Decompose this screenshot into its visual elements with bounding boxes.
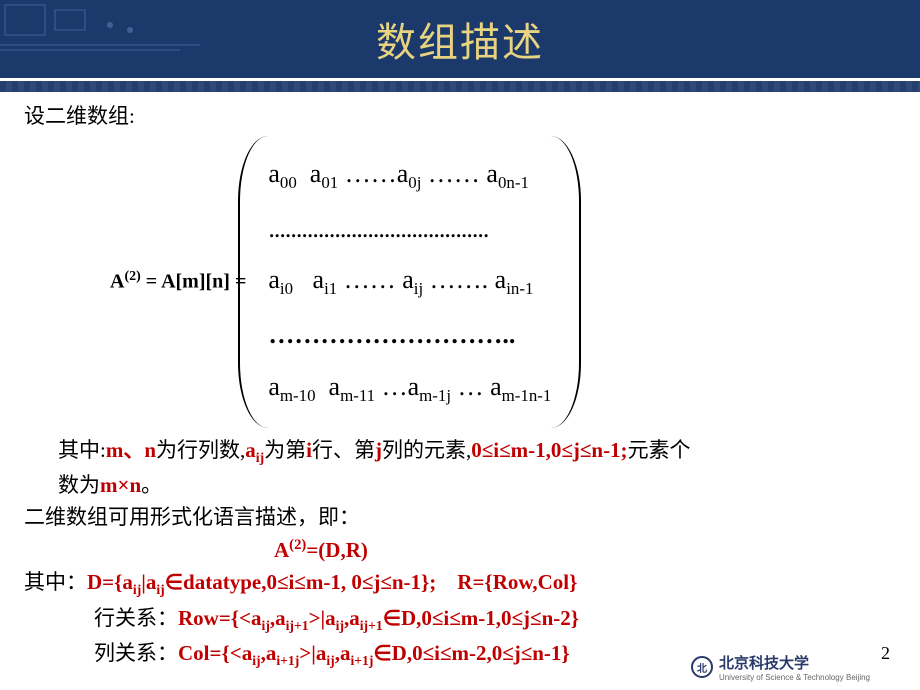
matrix-equation: A(2) = A[m][n] = a00 a01 ……a0j …… a0n-1 … [110, 136, 896, 427]
para1-line1: 其中:m、n为行列数,aij为第i行、第j列的元素,0≤i≤m-1,0≤j≤n-… [24, 436, 896, 468]
para1-tail2: 数为 [58, 473, 100, 497]
lhs-a: A [110, 271, 124, 293]
matrix-row-3: ai0 ai1 …… aij ……. ain-1 [268, 254, 551, 309]
matrix-row-4: ……………………….. [268, 309, 551, 360]
para1-aij: aij [245, 438, 264, 462]
para1-mid1: 为行列数, [156, 438, 245, 462]
line5-pre: 其中： [24, 570, 87, 594]
para1-mn: m、n [106, 438, 156, 462]
header-bar: 数组描述 [0, 0, 920, 78]
line3: 二维数组可用形式化语言描述，即： [24, 503, 896, 531]
para1-range: 0≤i≤m-1,0≤j≤n-1; [471, 438, 627, 462]
lhs-sup: (2) [124, 269, 140, 284]
line5-body: D={aij|aij∈datatype,0≤i≤m-1, 0≤j≤n-1}; R… [87, 570, 577, 594]
line6-pre: 行关系： [94, 606, 178, 630]
para1-end: 。 [141, 473, 162, 497]
line6-body: Row={<aij,aij+1>|aij,aij+1∈D,0≤i≤m-1,0≤j… [178, 606, 579, 630]
logo-text-wrap: 北京科技大学 University of Science & Technolog… [719, 652, 870, 682]
page-title: 数组描述 [376, 10, 544, 68]
para1-aij-a: a [245, 438, 256, 462]
line6: 行关系：Row={<aij,aij+1>|aij,aij+1∈D,0≤i≤m-1… [24, 604, 896, 636]
slide: 数组描述 设二维数组: A(2) = A[m][n] = a00 a01 ……a… [0, 0, 920, 690]
matrix-body: a00 a01 ……a0j …… a0n-1 .................… [254, 136, 565, 427]
lhs-eq: = A[m][n] = [141, 271, 247, 293]
header-decoration-icon [0, 0, 220, 60]
para1-mid3: 行、第 [312, 438, 375, 462]
left-paren-icon [238, 136, 268, 427]
university-logo: 北 北京科技大学 University of Science & Technol… [691, 652, 870, 682]
para1-mxn: m×n [100, 473, 141, 497]
formula: A(2)=(D,R) [274, 538, 368, 562]
matrix-row-2: ........................................ [268, 203, 551, 254]
para1-mid4: 列的元素, [382, 438, 471, 462]
para1-pre: 其中: [58, 438, 106, 462]
line7-body: Col={<aij,ai+1j>|aij,ai+1j∈D,0≤i≤m-2,0≤j… [178, 641, 570, 665]
formula-line: A(2)=(D,R) [24, 536, 896, 564]
para1-line2: 数为m×n。 [24, 471, 896, 499]
right-paren-icon [551, 136, 581, 427]
matrix-row-5: am-10 am-11 …am-1j … am-1n-1 [268, 361, 551, 416]
line7-pre: 列关系： [94, 641, 178, 665]
para1-j: j [375, 438, 382, 462]
logo-seal-icon: 北 [691, 656, 713, 678]
content-area: 设二维数组: A(2) = A[m][n] = a00 a01 ……a0j ……… [0, 92, 920, 671]
intro-line: 设二维数组: [24, 102, 896, 130]
matrix-lhs: A(2) = A[m][n] = [110, 268, 246, 296]
para1-mid2: 为第 [264, 438, 306, 462]
page-number: 2 [881, 643, 890, 664]
accent-bar [0, 78, 920, 92]
para1-aij-sub: ij [256, 450, 264, 465]
logo-text: 北京科技大学 [719, 656, 809, 672]
logo-subtext: University of Science & Technology Beiji… [719, 673, 870, 682]
matrix-row-1: a00 a01 ……a0j …… a0n-1 [268, 148, 551, 203]
line5: 其中：D={aij|aij∈datatype,0≤i≤m-1, 0≤j≤n-1}… [24, 568, 896, 600]
para1-tail1: 元素个 [628, 438, 691, 462]
